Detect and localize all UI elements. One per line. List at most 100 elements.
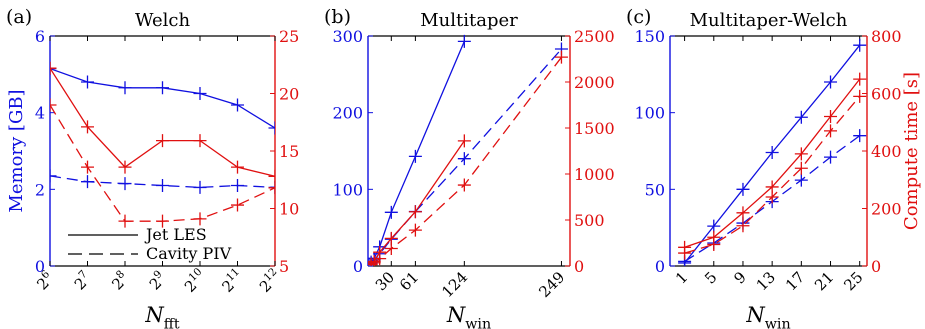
x-axis-label-sub: win: [765, 316, 791, 329]
x-tick-label-group: 29: [145, 268, 170, 293]
left-y-tick-label: 0: [35, 257, 45, 276]
right-y-axis-label: Compute time [s]: [901, 72, 922, 230]
x-tick-label-group: 61: [396, 268, 422, 294]
data-point-marker: [268, 181, 275, 195]
legend-label: Cavity PIV: [146, 244, 232, 263]
x-tick-label: 29: [145, 268, 170, 293]
right-y-tick-label: 10: [279, 200, 299, 219]
x-tick-label-group: 28: [107, 268, 132, 293]
right-y-tick-label: 2000: [574, 73, 615, 92]
left-y-tick-label: 150: [634, 27, 665, 46]
left-y-tick-label: 2: [35, 180, 45, 199]
series-line: [370, 48, 562, 265]
series-left-dashed: [50, 169, 275, 194]
data-point-marker: [853, 72, 867, 86]
data-point-marker: [156, 81, 169, 95]
data-point-marker: [118, 177, 132, 191]
left-y-tick-label: 300: [332, 27, 363, 46]
data-point-marker: [853, 129, 867, 143]
data-point-marker: [193, 180, 207, 194]
series-right-solid: [678, 72, 867, 254]
x-tick-label: 27: [70, 268, 95, 293]
x-tick-label: 249: [535, 268, 568, 301]
series-right-solid: [368, 134, 471, 266]
series-line: [684, 78, 861, 248]
x-tick-label: 9: [730, 268, 749, 287]
data-point-marker: [853, 89, 867, 103]
data-point-marker: [156, 179, 169, 192]
data-point-marker: [457, 134, 471, 148]
data-point-marker: [50, 169, 57, 183]
right-y-tick-label: 20: [279, 85, 299, 104]
left-y-tick-label: 0: [655, 257, 665, 276]
data-point-marker: [408, 223, 422, 237]
data-point-marker: [156, 134, 169, 148]
data-point-marker: [457, 152, 471, 166]
x-axis-label-main: N: [144, 303, 164, 327]
data-point-marker: [118, 81, 132, 95]
x-axis-label: Nfft: [144, 303, 180, 329]
x-axis-label: Nwin: [745, 303, 790, 329]
right-y-tick-label: 0: [871, 257, 881, 276]
data-point-marker: [193, 134, 207, 148]
left-y-tick-label: 50: [645, 180, 665, 199]
series-right-dashed: [368, 50, 568, 266]
x-tick-label-group: 124: [438, 268, 471, 301]
data-point-marker: [794, 173, 808, 187]
x-tick-label-group: 21: [811, 268, 837, 294]
data-point-marker: [50, 98, 57, 112]
data-point-marker: [81, 75, 94, 89]
data-point-marker: [824, 124, 838, 138]
right-y-label-group: Compute time [s]: [901, 72, 922, 230]
data-point-marker: [268, 121, 275, 135]
x-axis-label-main: N: [745, 303, 765, 327]
panel-label: (a): [6, 6, 32, 28]
data-point-marker: [794, 110, 808, 124]
data-point-marker: [408, 205, 422, 219]
right-y-tick-label: 0: [574, 257, 584, 276]
x-tick-label: 30: [372, 268, 398, 294]
data-point-marker: [678, 246, 692, 260]
data-point-marker: [707, 219, 721, 233]
x-tick-label: 1: [672, 268, 691, 287]
data-point-marker: [193, 87, 207, 100]
data-point-marker: [193, 212, 207, 226]
x-axis-label: Nwin: [446, 303, 491, 329]
left-y-tick-label: 6: [35, 27, 45, 46]
data-point-marker: [81, 175, 94, 189]
series-right-dashed: [50, 98, 275, 228]
data-point-marker: [736, 219, 750, 233]
x-axis-label-sub: win: [465, 316, 491, 329]
data-point-marker: [794, 147, 808, 161]
x-tick-label: 28: [107, 268, 132, 293]
data-point-marker: [231, 179, 244, 192]
left-y-tick-label: 0: [353, 257, 363, 276]
data-point-marker: [824, 75, 838, 89]
data-point-marker: [231, 160, 244, 174]
chart-title: Welch: [135, 10, 191, 31]
x-tick-label-group: 211: [218, 266, 241, 296]
data-point-marker: [824, 150, 838, 164]
right-y-tick-label: 800: [871, 27, 902, 46]
x-tick-label-group: 13: [753, 268, 779, 294]
data-point-marker: [384, 242, 398, 256]
left-y-label-group: Memory [GB]: [6, 89, 27, 212]
data-point-marker: [81, 160, 94, 174]
x-tick-label-group: 5: [701, 268, 720, 287]
chart-title: Multitaper-Welch: [690, 10, 848, 31]
right-y-tick-label: 15: [279, 142, 299, 161]
series-right-dashed: [678, 89, 867, 260]
chart-title: Multitaper: [420, 10, 518, 31]
data-point-marker: [707, 237, 721, 251]
right-y-tick-label: 600: [871, 85, 902, 104]
left-y-tick-label: 100: [332, 180, 363, 199]
left-y-axis-label: Memory [GB]: [6, 89, 27, 212]
data-point-marker: [268, 169, 275, 183]
series-line: [370, 140, 465, 265]
x-tick-label: 21: [811, 268, 837, 294]
right-y-tick-label: 400: [871, 142, 902, 161]
data-point-marker: [408, 149, 422, 163]
panel-label: (c): [626, 6, 651, 28]
x-tick-label-group: 249: [535, 268, 568, 301]
